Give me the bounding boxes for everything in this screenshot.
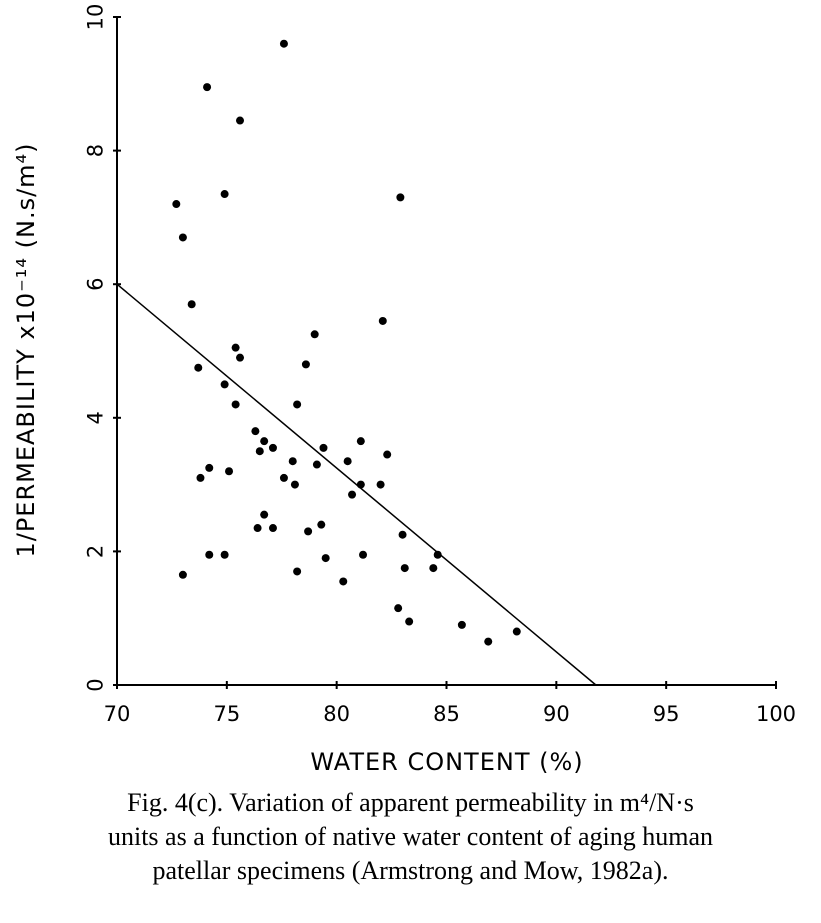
data-points: [172, 39, 521, 646]
caption-line-3: patellar specimens (Armstrong and Mow, 1…: [152, 856, 669, 885]
data-point: [484, 637, 493, 646]
axes: 70 75 80 85 90 95 100 0 2 4 6 8 10: [83, 4, 796, 726]
data-point: [348, 490, 357, 499]
scatter-chart: 70 75 80 85 90 95 100 0 2 4 6 8 10 1/PERMEABILITY x1…: [12, 4, 796, 776]
y-tick-label: 10: [83, 4, 107, 31]
y-tick-label: 2: [83, 545, 107, 558]
data-point: [279, 39, 288, 48]
data-point: [339, 577, 348, 586]
data-point: [231, 400, 240, 409]
regression-line-group: [116, 283, 597, 686]
data-point: [359, 550, 368, 559]
x-tick-label: 85: [433, 702, 460, 726]
data-point: [268, 524, 277, 533]
data-point: [457, 620, 466, 629]
x-tick-label: 80: [323, 702, 350, 726]
data-point: [310, 330, 319, 339]
data-point: [398, 530, 407, 539]
data-point: [220, 190, 229, 199]
data-point: [220, 380, 229, 389]
y-axis-title: 1/PERMEABILITY x10⁻¹⁴ (N.s/m⁴): [12, 142, 40, 557]
data-point: [304, 527, 313, 536]
figure-caption: Fig. 4(c). Variation of apparent permeab…: [0, 786, 821, 888]
x-tick-label: 100: [756, 702, 796, 726]
data-point: [236, 353, 245, 362]
data-point: [178, 570, 187, 579]
x-tick-label: 70: [104, 702, 131, 726]
data-point: [378, 316, 387, 325]
data-point: [321, 554, 330, 563]
data-point: [394, 604, 403, 613]
caption-line-1: Fig. 4(c). Variation of apparent permeab…: [127, 788, 694, 817]
data-point: [356, 437, 365, 446]
x-tick-label: 95: [653, 702, 680, 726]
data-point: [293, 400, 302, 409]
data-point: [312, 460, 321, 469]
data-point: [260, 510, 269, 519]
data-point: [220, 550, 229, 559]
data-point: [288, 457, 297, 466]
data-point: [203, 83, 212, 92]
x-axis-title: WATER CONTENT (%): [310, 748, 583, 776]
data-point: [194, 363, 203, 372]
data-point: [260, 437, 269, 446]
data-point: [225, 467, 234, 476]
data-point: [301, 360, 310, 369]
data-point: [196, 473, 205, 482]
data-point: [172, 200, 181, 209]
regression-line: [116, 283, 597, 686]
data-point: [317, 520, 326, 529]
data-point: [376, 480, 385, 489]
y-tick-label: 0: [83, 678, 107, 691]
data-point: [319, 443, 328, 452]
data-point: [290, 480, 299, 489]
data-point: [255, 447, 264, 456]
data-point: [205, 463, 214, 472]
x-tick-label: 75: [213, 702, 240, 726]
data-point: [231, 343, 240, 352]
data-point: [178, 233, 187, 242]
data-point: [429, 564, 438, 573]
data-point: [343, 457, 352, 466]
data-point: [279, 473, 288, 482]
data-point: [405, 617, 414, 626]
data-point: [396, 193, 405, 202]
y-tick-label: 6: [83, 278, 107, 291]
data-point: [356, 480, 365, 489]
data-point: [383, 450, 392, 459]
y-tick-label: 4: [83, 411, 107, 424]
data-point: [293, 567, 302, 576]
data-point: [187, 300, 196, 309]
data-point: [433, 550, 442, 559]
data-point: [205, 550, 214, 559]
data-point: [236, 116, 245, 125]
data-point: [512, 627, 521, 636]
y-tick-label: 8: [83, 144, 107, 157]
data-point: [253, 524, 262, 533]
x-tick-label: 90: [543, 702, 570, 726]
caption-line-2: units as a function of native water cont…: [107, 822, 714, 851]
data-point: [268, 443, 277, 452]
data-point: [251, 427, 260, 436]
data-point: [400, 564, 409, 573]
